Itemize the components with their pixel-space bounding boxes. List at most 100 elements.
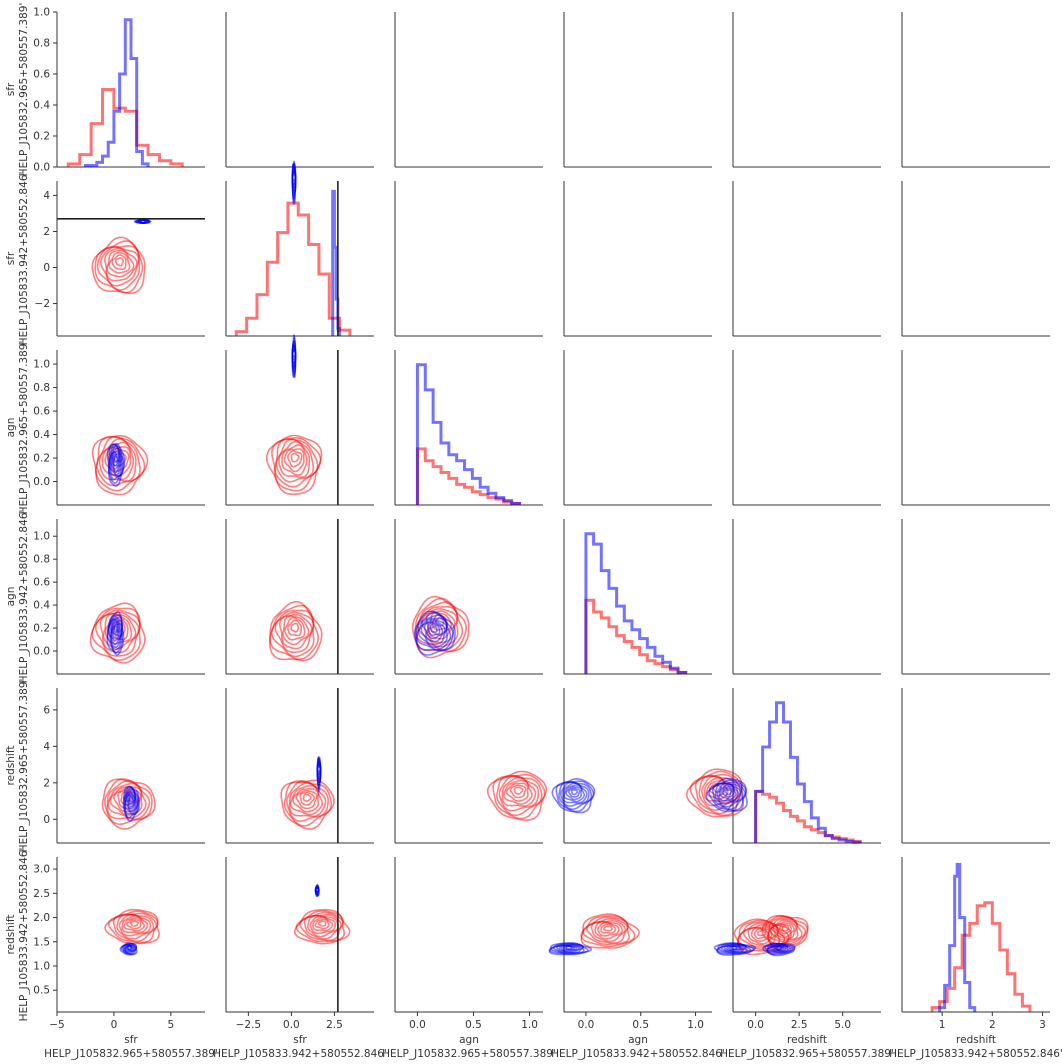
kde-level	[555, 780, 595, 813]
panel-2-1	[225, 350, 374, 506]
kde-level	[118, 913, 152, 937]
y-axis-label-source: HELP_J105833.942+580552.846'	[18, 848, 30, 1022]
kde-level	[306, 914, 340, 938]
y-axis-label-name: sfr	[5, 251, 17, 265]
kde-level	[778, 923, 793, 935]
kde-blue-5-1	[314, 884, 320, 898]
kde-level	[104, 908, 160, 945]
panel-5-3: 0.0 0.5 1.0	[563, 857, 712, 1031]
kde-level	[513, 786, 524, 795]
panel-1-4	[732, 181, 881, 337]
kde-level	[316, 756, 322, 792]
kde-level	[290, 622, 300, 633]
kde-level	[111, 451, 120, 470]
x-tick-label: −5	[49, 1019, 64, 1031]
y-axis-label-name: redshift	[5, 915, 17, 955]
kde-level	[287, 450, 303, 468]
x-tick-label: 0.0	[578, 1019, 595, 1031]
kde-level	[724, 789, 733, 796]
kde-red-3-1	[269, 600, 323, 662]
y-axis-label-source: HELP_J105832.965+580557.389'	[18, 679, 30, 853]
kde-red-5-2	[580, 913, 640, 949]
y-axis-label-source: HELP_J105833.942+580552.846'	[18, 172, 30, 346]
kde-level	[286, 780, 329, 822]
panel-1-3	[563, 181, 712, 337]
kde-level	[284, 616, 306, 641]
kde-level	[714, 782, 744, 808]
x-tick-label: 0	[111, 1019, 118, 1031]
kde-level	[428, 623, 441, 637]
y-tick-label: 0.8	[33, 554, 50, 566]
kde-level	[91, 435, 149, 496]
y-tick-label: 2.5	[33, 888, 50, 900]
kde-level	[708, 779, 747, 812]
kde-level	[314, 884, 320, 898]
kde-level	[597, 921, 620, 937]
y-axis-label-source: HELP_J105832.965+580557.389'	[18, 3, 30, 177]
kde-level	[548, 942, 593, 956]
kde-level	[747, 926, 776, 945]
kde-level	[721, 787, 734, 798]
kde-level	[89, 602, 146, 664]
x-tick-label: −2.5	[236, 1019, 262, 1031]
kde-red-3-0	[89, 602, 146, 664]
x-tick-label: 0.0	[409, 1019, 426, 1031]
kde-level	[110, 618, 122, 646]
panel-1-1	[225, 181, 374, 337]
histogram-red-0	[66, 88, 184, 167]
y-axis-label-source: HELP_J105832.965+580557.389'	[18, 341, 30, 515]
kde-level	[282, 615, 310, 646]
y-axis-label-name: sfr	[5, 82, 17, 96]
kde-level	[567, 787, 581, 798]
x-tick-label: 5.0	[834, 1019, 851, 1031]
y-tick-label: 0.4	[33, 429, 50, 441]
kde-level	[705, 777, 748, 813]
panel-0-0: 0.0 0.2 0.4 0.6 0.8 1.0	[33, 7, 205, 174]
x-axis-label-name: sfr	[124, 1034, 138, 1046]
y-tick-label: 3.0	[33, 864, 50, 876]
kde-level	[283, 448, 305, 473]
x-axis-label-source: HELP_J105832.965+580557.389'	[382, 1048, 556, 1060]
panel-2-0: 0.0 0.2 0.4 0.6 0.8 1.0	[33, 350, 205, 506]
kde-level	[269, 600, 323, 662]
y-tick-label: 4	[43, 741, 50, 753]
panel-0-1	[225, 12, 374, 168]
kde-level	[750, 927, 773, 943]
panel-4-1	[225, 688, 374, 844]
x-tick-label: 2.5	[791, 1019, 808, 1031]
histogram-blue-2	[415, 363, 521, 506]
kde-level	[551, 777, 596, 814]
panel-3-2	[394, 519, 543, 675]
panel-3-4	[732, 519, 881, 675]
kde-level	[274, 611, 315, 653]
y-tick-label: 0.0	[33, 646, 50, 658]
histogram-blue-5	[938, 862, 977, 1012]
y-tick-label: 0.8	[33, 382, 50, 394]
panel-2-4	[732, 350, 881, 506]
histogram-blue-3	[584, 532, 688, 675]
x-tick-label: 1.0	[687, 1019, 704, 1031]
kde-level	[101, 778, 156, 830]
x-axis-label-source: HELP_J105832.965+580557.389'	[720, 1048, 894, 1060]
y-tick-label: 0.2	[33, 131, 50, 143]
panel-3-0: 0.0 0.2 0.4 0.6 0.8 1.0	[33, 519, 205, 675]
y-tick-label: 2	[43, 226, 50, 238]
kde-level	[107, 910, 159, 944]
x-axis-label-name: redshift	[787, 1034, 827, 1046]
panel-3-3	[563, 519, 712, 675]
kde-blue-1-0	[133, 219, 152, 224]
kde-level	[705, 779, 729, 800]
y-tick-label: 0.2	[33, 623, 50, 635]
kde-blue-2-0	[106, 442, 126, 487]
x-axis-label-source: HELP_J105833.942+580552.846'	[551, 1048, 725, 1060]
kde-level	[700, 775, 735, 807]
y-tick-label: 6	[43, 704, 50, 716]
kde-level	[104, 247, 138, 282]
kde-level	[133, 219, 152, 224]
x-tick-label: 1.0	[521, 1019, 538, 1031]
x-tick-label: 0.5	[632, 1019, 649, 1031]
histogram-blue-1	[331, 189, 342, 336]
y-tick-label: 0.4	[33, 600, 50, 612]
kde-level	[585, 917, 629, 944]
